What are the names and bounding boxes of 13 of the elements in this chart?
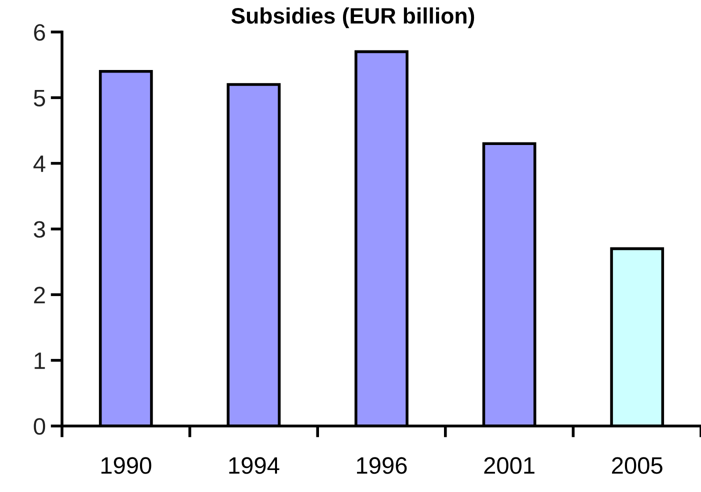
y-tick-label: 6	[34, 24, 45, 41]
y-tick-label: 0	[34, 418, 46, 435]
y-tick-label: 5	[34, 90, 46, 106]
x-tick-label: 2005	[612, 457, 662, 474]
y-tick-label: 4	[33, 156, 46, 172]
x-tick-label: 1990	[101, 457, 152, 474]
y-tick-label: 3	[34, 221, 45, 238]
x-tick-label: 2001	[484, 457, 534, 474]
x-tick-label: 1996	[357, 457, 407, 474]
chart-title: Subsidies (EUR billion)	[231, 7, 474, 28]
y-tick-label: 1	[34, 352, 45, 369]
x-tick-label: 1994	[229, 457, 280, 474]
y-tick-label: 2	[34, 286, 45, 304]
